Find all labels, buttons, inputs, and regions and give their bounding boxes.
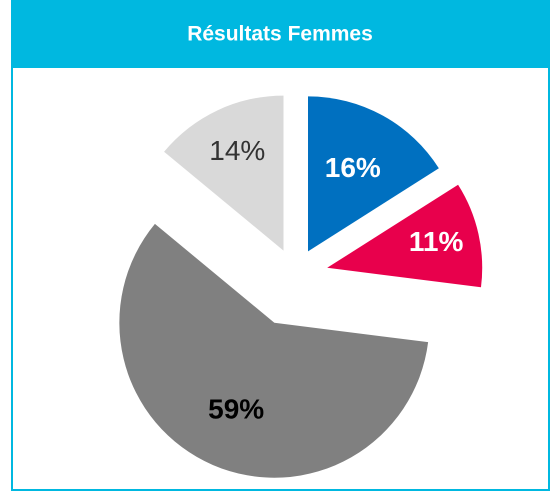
data-label: 59% — [208, 393, 264, 424]
data-label: 16% — [325, 152, 381, 183]
pie-slice — [327, 184, 483, 288]
chart-title: Résultats Femmes — [187, 23, 373, 46]
data-label: 11% — [409, 226, 464, 257]
pie-slice — [119, 223, 429, 478]
pie-slice — [308, 96, 439, 252]
pie-slice — [164, 95, 284, 251]
data-label: 14% — [209, 135, 265, 166]
header — [11, 0, 550, 68]
